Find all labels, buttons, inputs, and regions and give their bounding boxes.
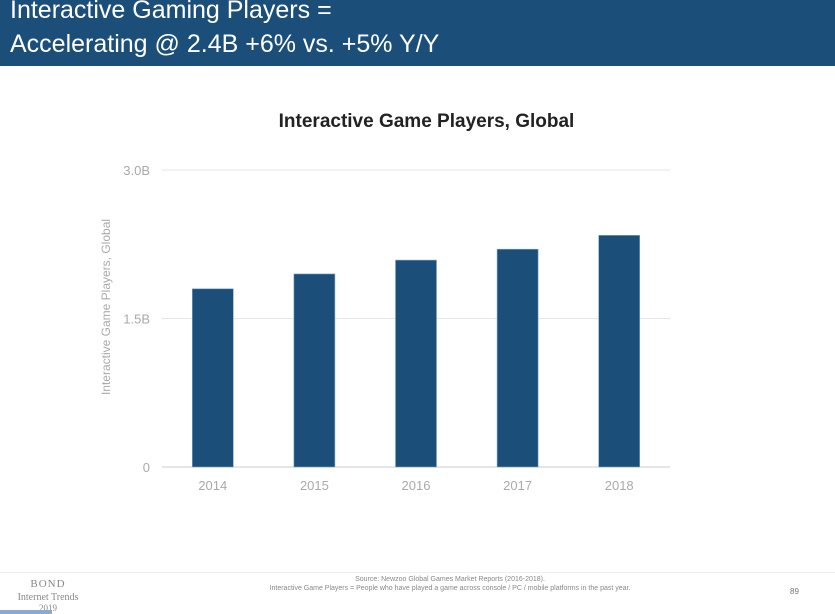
- bar-2017: [496, 248, 539, 468]
- slide-title-line1: Interactive Gaming Players =: [10, 0, 332, 24]
- x-tick-label: 2017: [503, 478, 532, 493]
- bond-accent-bar: [0, 610, 52, 614]
- bond-logo: BOND: [30, 578, 66, 590]
- bond-subtitle: Internet Trends: [17, 592, 79, 603]
- chart-title: Interactive Game Players, Global: [278, 111, 575, 132]
- bar-2018: [598, 235, 641, 468]
- slide-title-line2: Accelerating @ 2.4B +6% vs. +5% Y/Y: [10, 30, 440, 58]
- x-tick-label: 2016: [402, 478, 431, 493]
- page-number: 89: [790, 587, 799, 596]
- x-tick-label: 2018: [605, 478, 634, 493]
- y-tick-label: 0: [143, 460, 150, 475]
- definition-note: Interactive Game Players = People who ha…: [269, 585, 631, 592]
- y-tick-label: 1.5B: [123, 312, 150, 327]
- bar-2015: [293, 273, 336, 468]
- x-tick-label: 2015: [300, 478, 329, 493]
- bar-2016: [395, 259, 437, 468]
- x-tick-label: 2014: [198, 478, 227, 493]
- y-tick-label: 3.0B: [123, 163, 150, 178]
- bar-2014: [192, 288, 234, 468]
- bond-year: 2019: [39, 603, 57, 613]
- footer-divider: [0, 572, 835, 573]
- slide-header: Interactive Gaming Players = Acceleratin…: [0, 0, 835, 66]
- source-text: Source: Newzoo Global Games Market Repor…: [355, 576, 545, 583]
